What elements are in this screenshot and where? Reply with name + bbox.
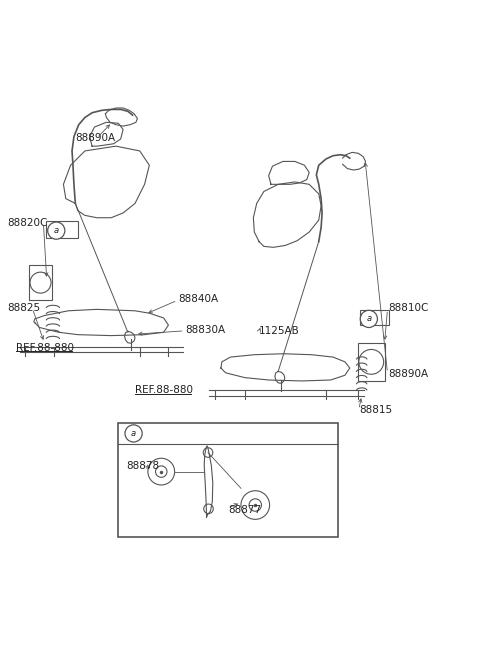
Text: REF.88-880: REF.88-880 xyxy=(16,343,74,352)
Circle shape xyxy=(48,222,65,239)
Bar xyxy=(29,265,52,300)
Bar xyxy=(118,423,338,538)
Text: 88840A: 88840A xyxy=(178,294,218,304)
Text: 88820C: 88820C xyxy=(8,217,48,227)
Text: 88878: 88878 xyxy=(126,461,159,471)
Text: a: a xyxy=(131,429,136,438)
Bar xyxy=(359,343,384,381)
Circle shape xyxy=(125,425,142,442)
Text: 88815: 88815 xyxy=(360,405,393,415)
Text: 88890A: 88890A xyxy=(388,369,428,379)
Text: a: a xyxy=(366,314,372,324)
Bar xyxy=(46,221,78,238)
Text: 88830A: 88830A xyxy=(185,325,225,335)
Text: 88890A: 88890A xyxy=(75,133,116,143)
Text: 88810C: 88810C xyxy=(388,303,428,313)
Text: 88877: 88877 xyxy=(228,505,261,515)
Bar xyxy=(360,310,389,325)
Circle shape xyxy=(360,310,377,328)
Text: 88825: 88825 xyxy=(8,303,41,313)
Text: 1125AB: 1125AB xyxy=(259,326,300,336)
Text: a: a xyxy=(54,226,59,235)
Text: REF.88-880: REF.88-880 xyxy=(135,386,193,396)
